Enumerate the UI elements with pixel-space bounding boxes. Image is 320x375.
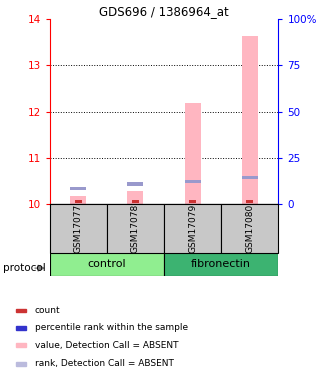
Bar bbox=[70, 186, 86, 190]
Text: percentile rank within the sample: percentile rank within the sample bbox=[35, 323, 188, 332]
Bar bbox=[221, 204, 278, 253]
Bar bbox=[16, 362, 26, 366]
Bar bbox=[185, 103, 201, 204]
Bar bbox=[242, 36, 258, 204]
Bar bbox=[16, 343, 26, 347]
Bar bbox=[185, 180, 201, 183]
Text: control: control bbox=[87, 260, 126, 269]
Bar bbox=[127, 182, 143, 186]
Bar bbox=[164, 253, 278, 276]
Bar bbox=[127, 191, 143, 204]
Text: rank, Detection Call = ABSENT: rank, Detection Call = ABSENT bbox=[35, 360, 174, 369]
Bar bbox=[16, 326, 26, 330]
Text: protocol: protocol bbox=[3, 263, 46, 273]
Bar bbox=[75, 200, 82, 202]
Bar bbox=[16, 309, 26, 312]
Bar bbox=[164, 204, 221, 253]
Bar bbox=[50, 204, 107, 253]
Text: value, Detection Call = ABSENT: value, Detection Call = ABSENT bbox=[35, 340, 178, 350]
Bar bbox=[107, 204, 164, 253]
Text: GSM17079: GSM17079 bbox=[188, 204, 197, 254]
Text: fibronectin: fibronectin bbox=[191, 260, 251, 269]
Title: GDS696 / 1386964_at: GDS696 / 1386964_at bbox=[99, 4, 229, 18]
Bar bbox=[70, 196, 86, 204]
Text: GSM17080: GSM17080 bbox=[245, 204, 254, 254]
Bar bbox=[242, 176, 258, 179]
Text: GSM17077: GSM17077 bbox=[74, 204, 83, 254]
Bar bbox=[132, 200, 139, 202]
Text: count: count bbox=[35, 306, 60, 315]
Text: GSM17078: GSM17078 bbox=[131, 204, 140, 254]
Bar bbox=[246, 200, 253, 202]
Bar bbox=[189, 200, 196, 202]
Bar bbox=[50, 253, 164, 276]
